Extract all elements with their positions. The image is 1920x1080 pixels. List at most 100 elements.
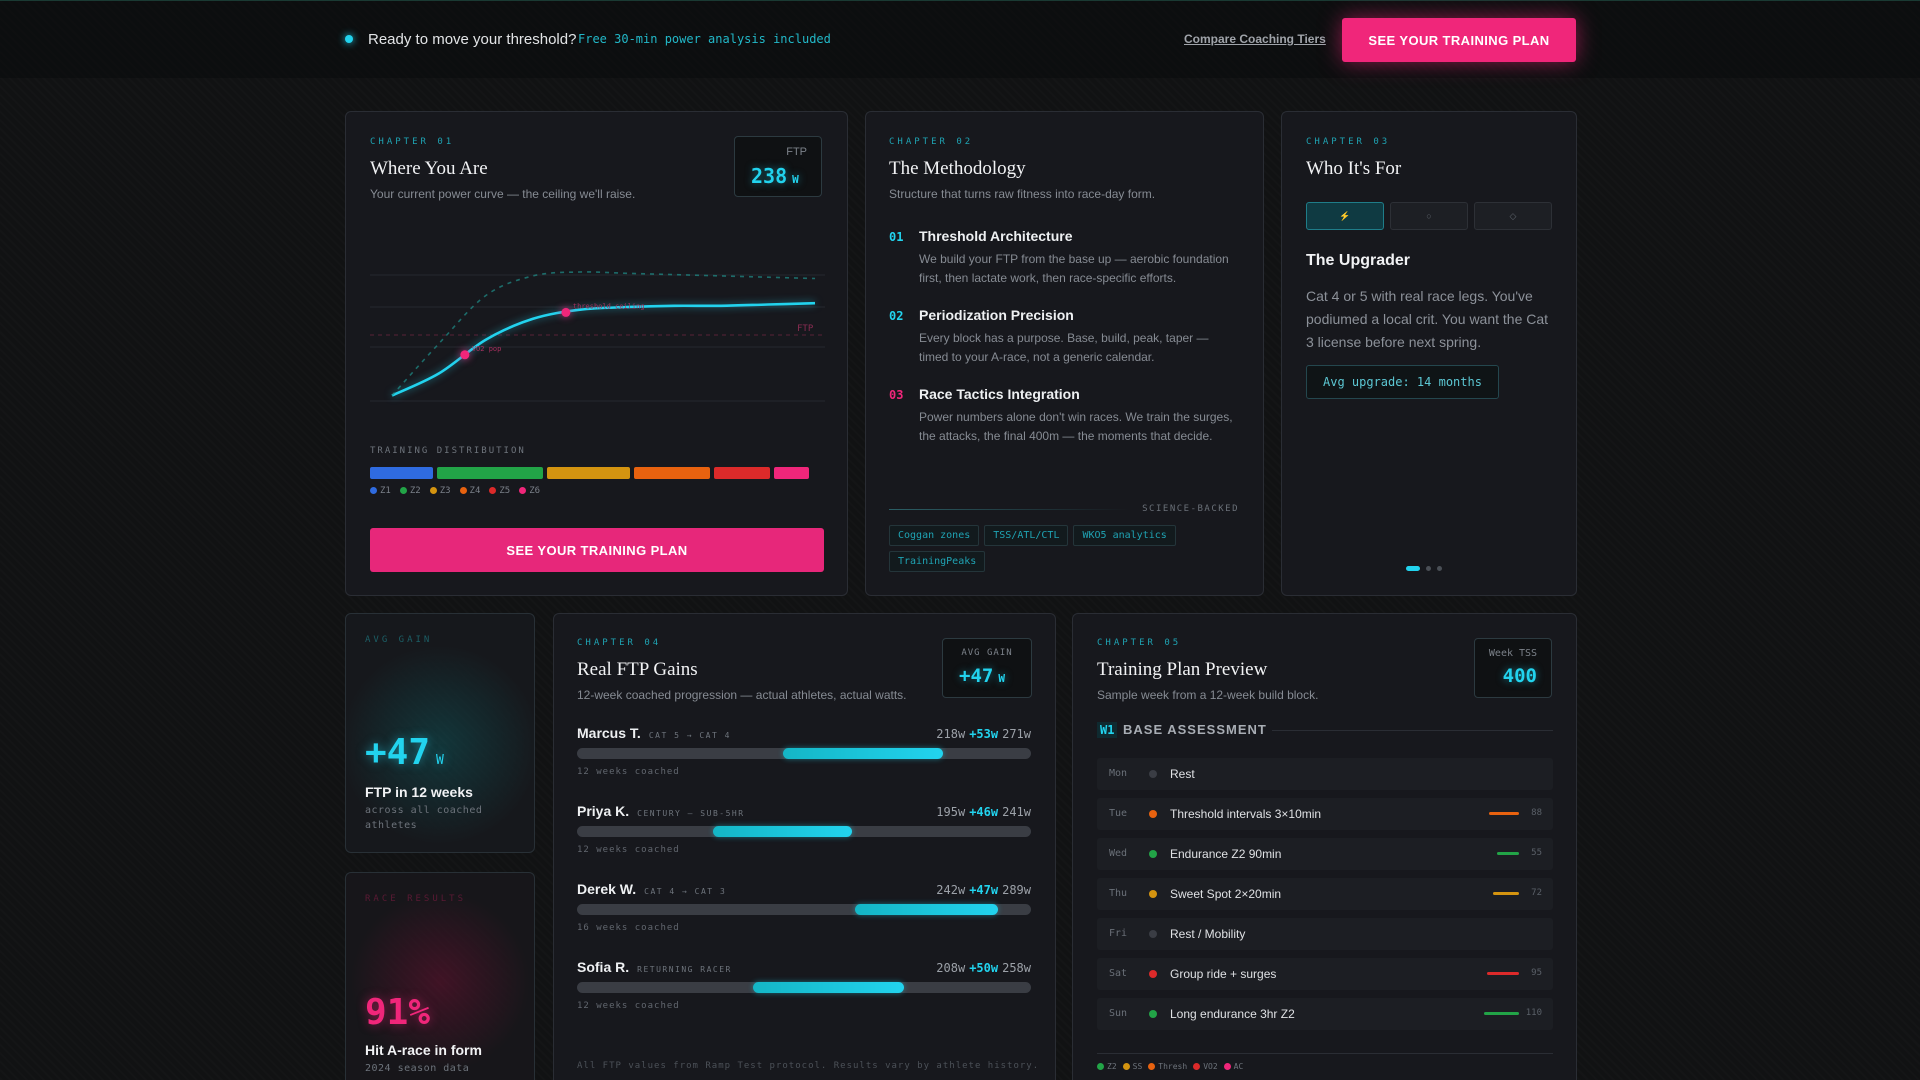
tss-bar [1497, 852, 1519, 855]
athlete-row: Sofia R. RETURNING RACER 208w +50w 258w 12 … [577, 959, 1031, 1019]
legend-item: Z5 [489, 486, 510, 496]
zone-dot-icon [1149, 850, 1157, 858]
tss-bar [1493, 892, 1519, 895]
curve-marker [460, 350, 470, 360]
stat-note: 2024 season data [365, 1063, 470, 1074]
athlete-ftp-change: 208w +50w 258w [936, 961, 1031, 975]
persona-tab-3[interactable]: ◇ [1474, 202, 1552, 230]
workout-name: Group ride + surges [1170, 967, 1277, 981]
stat-title: Hit A-race in form [365, 1042, 482, 1058]
day-label: Fri [1109, 928, 1128, 939]
legend-item: Z1 [370, 486, 391, 496]
plan-day-row[interactable]: Tue Threshold intervals 3×10min 88 [1097, 798, 1553, 830]
avg-upgrade-badge: Avg upgrade: 14 months [1306, 365, 1499, 399]
target-power-curve [391, 271, 816, 397]
distribution-segment-z4 [633, 467, 710, 479]
step-title: Threshold Architecture [919, 228, 1073, 244]
chapter-kicker: CHAPTER 02 [889, 137, 974, 147]
tss-value: 72 [1531, 888, 1542, 898]
ftp-progress-track [577, 748, 1031, 759]
chapter-subtitle: Structure that turns raw fitness into ra… [889, 187, 1156, 201]
chapter-kicker: CHAPTER 05 [1097, 638, 1182, 648]
tag: Coggan zones [889, 525, 980, 546]
week-header: W1 BASE ASSESSMENT [1097, 722, 1553, 738]
top-bar: Ready to move your threshold? Free 30-mi… [0, 0, 1920, 78]
zone-dot-icon [1149, 1010, 1157, 1018]
workout-name: Long endurance 3hr Z2 [1170, 1007, 1295, 1021]
tss-bar [1489, 812, 1519, 815]
legend-item: Thresh [1148, 1062, 1187, 1071]
athlete-row: Derek W. CAT 4 → CAT 3 242w +47w 289w 16 we… [577, 881, 1031, 941]
weeks-coached: 12 weeks coached [577, 1001, 680, 1011]
step-description: Power numbers alone don't win races. We … [919, 410, 1233, 443]
current-power-curve [391, 301, 816, 397]
step-number: 03 [889, 388, 904, 402]
chapter-kicker: CHAPTER 01 [370, 137, 455, 147]
legend-dot-icon [1097, 1063, 1104, 1070]
avg-gain-value: +47 W [959, 665, 1005, 687]
chapter-title: Who It's For [1306, 158, 1402, 179]
day-label: Sun [1109, 1008, 1128, 1019]
zone-dot-icon [1149, 930, 1157, 938]
weeks-coached: 12 weeks coached [577, 845, 680, 855]
carousel-dot-active[interactable] [1406, 566, 1420, 571]
chapter-subtitle: Sample week from a 12-week build block. [1097, 688, 1319, 702]
legend-dot-icon [1148, 1063, 1156, 1070]
distribution-segment-z1 [370, 467, 433, 479]
plan-day-row[interactable]: Sun Long endurance 3hr Z2 110 [1097, 998, 1553, 1030]
legend-item: VO2 [1193, 1062, 1218, 1071]
compare-coaching-tiers-link[interactable]: Compare Coaching Tiers [1184, 32, 1326, 46]
see-training-plan-button[interactable]: SEE YOUR TRAINING PLAN [1342, 18, 1576, 62]
stat-label: AVG GAIN [365, 635, 433, 645]
workout-name: Rest [1170, 767, 1195, 781]
plan-day-row[interactable]: Thu Sweet Spot 2×20min 72 [1097, 878, 1553, 910]
zone-dot-icon [1149, 770, 1157, 778]
persona-tab-upgrader[interactable]: ⚡ [1306, 202, 1384, 230]
carousel-dot[interactable] [1437, 566, 1442, 571]
ftp-label: FTP [786, 146, 807, 158]
plan-day-row[interactable]: Fri Rest / Mobility [1097, 918, 1553, 950]
athlete-name: Marcus T. CAT 5 → CAT 4 [577, 725, 731, 741]
chapter-02-card: CHAPTER 02 The Methodology Structure tha… [865, 111, 1264, 596]
distribution-segment-z5 [713, 467, 771, 479]
athlete-ftp-change: 218w +53w 271w [936, 727, 1031, 741]
see-training-plan-button-secondary[interactable]: SEE YOUR TRAINING PLAN [370, 528, 824, 572]
chapter-03-card: CHAPTER 03 Who It's For ⚡ ○ ◇ The Upgrad… [1281, 111, 1577, 596]
persona-tab-2[interactable]: ○ [1390, 202, 1468, 230]
chapter-kicker: CHAPTER 04 [577, 638, 662, 648]
day-label: Sat [1109, 968, 1128, 979]
athlete-row: Priya K. CENTURY — SUB-5HR 195w +46w 241w 1… [577, 803, 1031, 863]
ftp-progress-fill [782, 748, 944, 759]
chapter-title: The Methodology [889, 158, 1026, 179]
plan-day-row[interactable]: Mon Rest [1097, 758, 1553, 790]
status-dot-icon [345, 35, 353, 43]
plan-day-row[interactable]: Sat Group ride + surges 95 [1097, 958, 1553, 990]
tag: WKO5 analytics [1073, 525, 1176, 546]
legend-dot-icon [1223, 1063, 1231, 1070]
weeks-coached: 16 weeks coached [577, 923, 680, 933]
legend-item: Z2 [1097, 1062, 1117, 1071]
athlete-category: CENTURY — SUB-5HR [637, 809, 745, 818]
week-tag: W1 [1097, 722, 1118, 738]
divider [1272, 730, 1553, 731]
persona-title: The Upgrader [1306, 252, 1411, 269]
persona-description: Cat 4 or 5 with real race legs. You've p… [1306, 288, 1549, 350]
avg-gain-stat-card: AVG GAIN +47 W FTP in 12 weeks across all… [345, 613, 535, 853]
week-tss-readout: Week TSS 400 [1474, 638, 1552, 698]
legend-item: SS [1122, 1062, 1142, 1071]
legend-item: Z4 [459, 486, 480, 496]
curve-marker-label: VO2 pop [472, 345, 502, 353]
ftp-value: 238 W [751, 164, 799, 188]
chapter-04-card: CHAPTER 04 Real FTP Gains 12-week coache… [553, 613, 1056, 1080]
ftp-progress-fill [855, 904, 998, 915]
race-results-stat-card: RACE RESULTS 91% Hit A-race in form 2024… [345, 872, 535, 1080]
plan-day-row[interactable]: Wed Endurance Z2 90min 55 [1097, 838, 1553, 870]
stat-value: 91% [365, 992, 431, 1033]
chapter-subtitle: 12-week coached progression — actual ath… [577, 688, 907, 702]
legend-item: Z6 [519, 486, 540, 496]
workout-name: Threshold intervals 3×10min [1170, 807, 1322, 821]
athlete-category: CAT 5 → CAT 4 [648, 731, 731, 740]
diamond-icon: ◇ [1509, 210, 1517, 221]
distribution-segment-z6 [774, 467, 809, 479]
carousel-dot[interactable] [1426, 566, 1431, 571]
